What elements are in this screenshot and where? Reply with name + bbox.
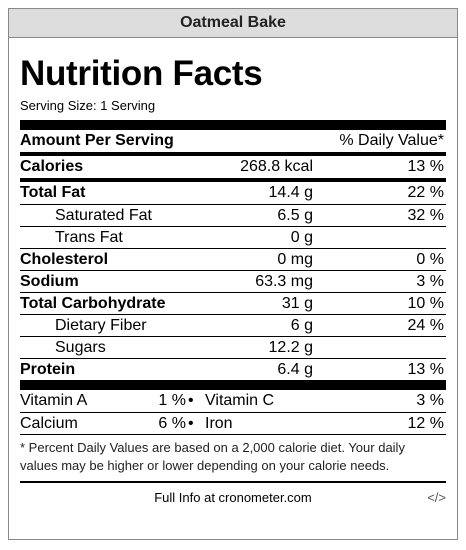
nutrient-dv: 13 % (407, 361, 444, 378)
serving-size: Serving Size: 1 Serving (20, 98, 156, 113)
nutrient-name: Total Fat (20, 184, 86, 201)
widget-header: Oatmeal Bake (9, 9, 457, 38)
nutrient-amount: 0 mg (277, 251, 313, 268)
nutrient-name: Cholesterol (20, 251, 109, 268)
nutrient-amount: 6.5 g (277, 207, 313, 224)
nutrient-name: Total Carbohydrate (20, 295, 166, 312)
vitamin-name: Iron (205, 415, 233, 432)
nutrient-row: Total Fat 14.4 g 22 % (20, 182, 446, 204)
divider (20, 178, 446, 182)
calories-row: Calories 268.8 kcal 13 % (20, 156, 446, 178)
vitamin-dv: 6 % (158, 415, 186, 432)
nutrient-dv: 3 % (416, 273, 444, 290)
nutrient-amount: 268.8 kcal (240, 158, 313, 175)
nutrient-dv: 32 % (407, 207, 444, 224)
dv-header: % Daily Value* (339, 132, 444, 149)
nutrient-name: Calories (20, 158, 84, 175)
nutrient-amount: 12.2 g (268, 339, 313, 356)
nutrient-row: Cholesterol 0 mg 0 % (20, 248, 446, 270)
nutrient-row: Sugars 12.2 g (20, 336, 446, 358)
nutrient-name: Saturated Fat (55, 207, 152, 224)
nutrient-dv: 13 % (407, 158, 444, 175)
divider (20, 380, 446, 390)
column-header: Amount Per Serving % Daily Value* (20, 130, 446, 152)
nutrient-amount: 14.4 g (268, 184, 313, 201)
vitamin-dv: 12 % (407, 415, 444, 432)
nutrient-name: Protein (20, 361, 76, 378)
separator: • (188, 392, 194, 409)
nutrient-amount: 6.4 g (277, 361, 313, 378)
nutrient-amount: 6 g (290, 317, 313, 334)
nutrient-row: Dietary Fiber 6 g 24 % (20, 314, 446, 336)
nutrient-row: Total Carbohydrate 31 g 10 % (20, 292, 446, 314)
divider (20, 152, 446, 156)
nutrient-dv: 24 % (407, 317, 444, 334)
footer: Full Info at cronometer.com </> (20, 481, 446, 513)
vitamin-name: Vitamin C (205, 392, 275, 409)
nutrient-name: Dietary Fiber (55, 317, 147, 334)
nutrient-dv: 22 % (407, 184, 444, 201)
nutrient-amount: 0 g (290, 229, 313, 246)
vitamin-row: Vitamin A 1 % • Vitamin C 3 % (20, 390, 446, 412)
full-info-link[interactable]: Full Info at cronometer.com (154, 490, 312, 505)
nutrient-amount: 31 g (281, 295, 313, 312)
nutrient-row: Trans Fat 0 g (20, 226, 446, 248)
vitamin-dv: 3 % (416, 392, 444, 409)
nutrition-label: Nutrition Facts Serving Size: 1 Serving … (20, 38, 446, 513)
widget: Oatmeal Bake Nutrition Facts Serving Siz… (8, 8, 458, 540)
label-title: Nutrition Facts (20, 54, 263, 93)
divider (20, 120, 446, 130)
vitamin-row: Calcium 6 % • Iron 12 % (20, 412, 446, 434)
nutrient-row: Protein 6.4 g 13 % (20, 358, 446, 380)
nutrient-name: Trans Fat (55, 229, 123, 246)
nutrient-row: Saturated Fat 6.5 g 32 % (20, 204, 446, 226)
vitamin-name: Calcium (20, 415, 78, 432)
vitamin-name: Vitamin A (20, 392, 88, 409)
nutrient-dv: 10 % (407, 295, 444, 312)
nutrient-amount: 63.3 mg (255, 273, 313, 290)
nutrient-dv: 0 % (416, 251, 444, 268)
amount-header: Amount Per Serving (20, 132, 174, 149)
nutrient-row: Sodium 63.3 mg 3 % (20, 270, 446, 292)
footnote: * Percent Daily Values are based on a 2,… (20, 434, 446, 481)
vitamin-dv: 1 % (158, 392, 186, 409)
nutrient-name: Sugars (55, 339, 106, 356)
embed-button[interactable]: </> (427, 490, 446, 505)
separator: • (188, 415, 194, 432)
nutrient-name: Sodium (20, 273, 79, 290)
